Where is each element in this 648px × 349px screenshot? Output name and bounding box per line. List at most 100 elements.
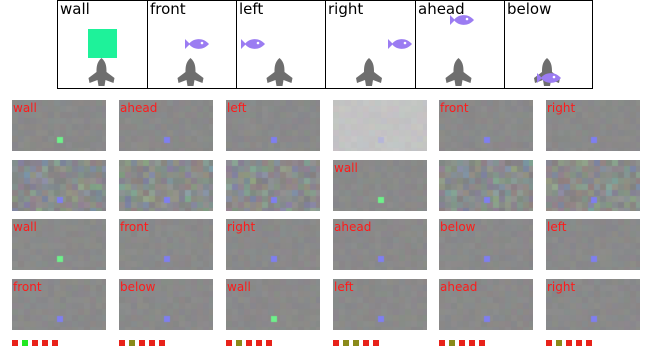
observation-noise: [12, 160, 106, 211]
indicator-square: [353, 340, 359, 346]
indicator-square: [479, 340, 485, 346]
observation-label: wall: [227, 280, 251, 294]
fish-eye-icon: [404, 42, 407, 45]
fish-icon: [450, 15, 474, 25]
observation-label: right: [547, 280, 575, 294]
observation-cell: [119, 160, 213, 211]
indicator-square: [343, 340, 349, 346]
indicator-square: [119, 340, 125, 346]
indicator-square: [546, 340, 552, 346]
observation-cell: [546, 160, 640, 211]
observation-label: front: [440, 101, 469, 115]
observation-cell: front: [439, 100, 533, 151]
legend-panel-wall: wall: [57, 0, 148, 89]
fish-eye-icon: [201, 42, 204, 45]
observation-label: ahead: [334, 220, 371, 234]
indicator-square: [246, 340, 252, 346]
observation-label: left: [227, 101, 246, 115]
legend-panel-art: [237, 1, 326, 89]
indicator-square: [363, 340, 369, 346]
observation-cell: [439, 160, 533, 211]
observation-label: right: [227, 220, 255, 234]
indicator-square: [52, 340, 58, 346]
legend-panel-right: right: [326, 0, 416, 89]
indicator-square: [459, 340, 465, 346]
observation-label: ahead: [120, 101, 157, 115]
observation-cell: right: [226, 219, 320, 270]
legend-panel-front: front: [148, 0, 237, 89]
legend-panel-art: [326, 1, 416, 89]
legend-panel-below: below: [505, 0, 593, 89]
indicator-square: [373, 340, 379, 346]
fish-eye-icon: [553, 76, 556, 79]
observation-cell: [226, 160, 320, 211]
ship-icon: [267, 58, 293, 86]
observation-noise: [333, 100, 427, 151]
observation-label: front: [13, 280, 42, 294]
observation-cell: wall: [226, 279, 320, 330]
indicator-square: [449, 340, 455, 346]
legend-panel-left: left: [237, 0, 326, 89]
indicator-square: [42, 340, 48, 346]
ship-icon: [178, 58, 204, 86]
legend-panel-art: [148, 1, 237, 89]
observation-cell: wall: [12, 219, 106, 270]
observation-cell: ahead: [119, 100, 213, 151]
indicator-square: [149, 340, 155, 346]
observation-noise: [226, 160, 320, 211]
indicator-square: [566, 340, 572, 346]
observation-cell: right: [546, 279, 640, 330]
observation-cell: [333, 100, 427, 151]
observation-noise: [546, 160, 640, 211]
legend-panel-art: [416, 1, 505, 89]
observation-label: left: [547, 220, 566, 234]
observation-cell: [12, 160, 106, 211]
indicator-square: [256, 340, 262, 346]
indicator-square: [333, 340, 339, 346]
observation-cell: left: [226, 100, 320, 151]
observation-noise: [439, 160, 533, 211]
indicator-square: [139, 340, 145, 346]
observation-cell: wall: [12, 100, 106, 151]
indicator-square: [586, 340, 592, 346]
indicator-square: [159, 340, 165, 346]
indicator-square: [556, 340, 562, 346]
indicator-square: [12, 340, 18, 346]
fish-eye-icon: [257, 42, 260, 45]
observation-label: front: [120, 220, 149, 234]
observation-cell: ahead: [439, 279, 533, 330]
ship-icon: [89, 58, 115, 86]
indicator-square: [236, 340, 242, 346]
ship-icon: [356, 58, 382, 86]
observation-label: wall: [13, 220, 37, 234]
observation-cell: front: [12, 279, 106, 330]
indicator-square: [576, 340, 582, 346]
observation-cell: below: [119, 279, 213, 330]
fish-eye-icon: [466, 18, 469, 21]
indicator-square: [226, 340, 232, 346]
observation-cell: right: [546, 100, 640, 151]
wall-block-icon: [88, 29, 117, 58]
observation-label: right: [547, 101, 575, 115]
observation-label: ahead: [440, 280, 477, 294]
observation-label: below: [440, 220, 476, 234]
observation-cell: left: [333, 279, 427, 330]
legend-panel-art: [505, 1, 593, 89]
indicator-square: [22, 340, 28, 346]
fish-icon: [241, 39, 265, 49]
indicator-square: [439, 340, 445, 346]
observation-label: left: [334, 280, 353, 294]
indicator-square: [469, 340, 475, 346]
observation-label: below: [120, 280, 156, 294]
observation-cell: front: [119, 219, 213, 270]
observation-label: wall: [334, 161, 358, 175]
legend-strip: wall front left right ahead below: [57, 0, 593, 90]
observation-cell: wall: [333, 160, 427, 211]
indicator-square: [129, 340, 135, 346]
legend-panel-art: [58, 1, 149, 89]
observation-cell: below: [439, 219, 533, 270]
fish-icon: [185, 39, 209, 49]
observation-noise: [119, 160, 213, 211]
indicator-square: [32, 340, 38, 346]
fish-icon: [388, 39, 412, 49]
